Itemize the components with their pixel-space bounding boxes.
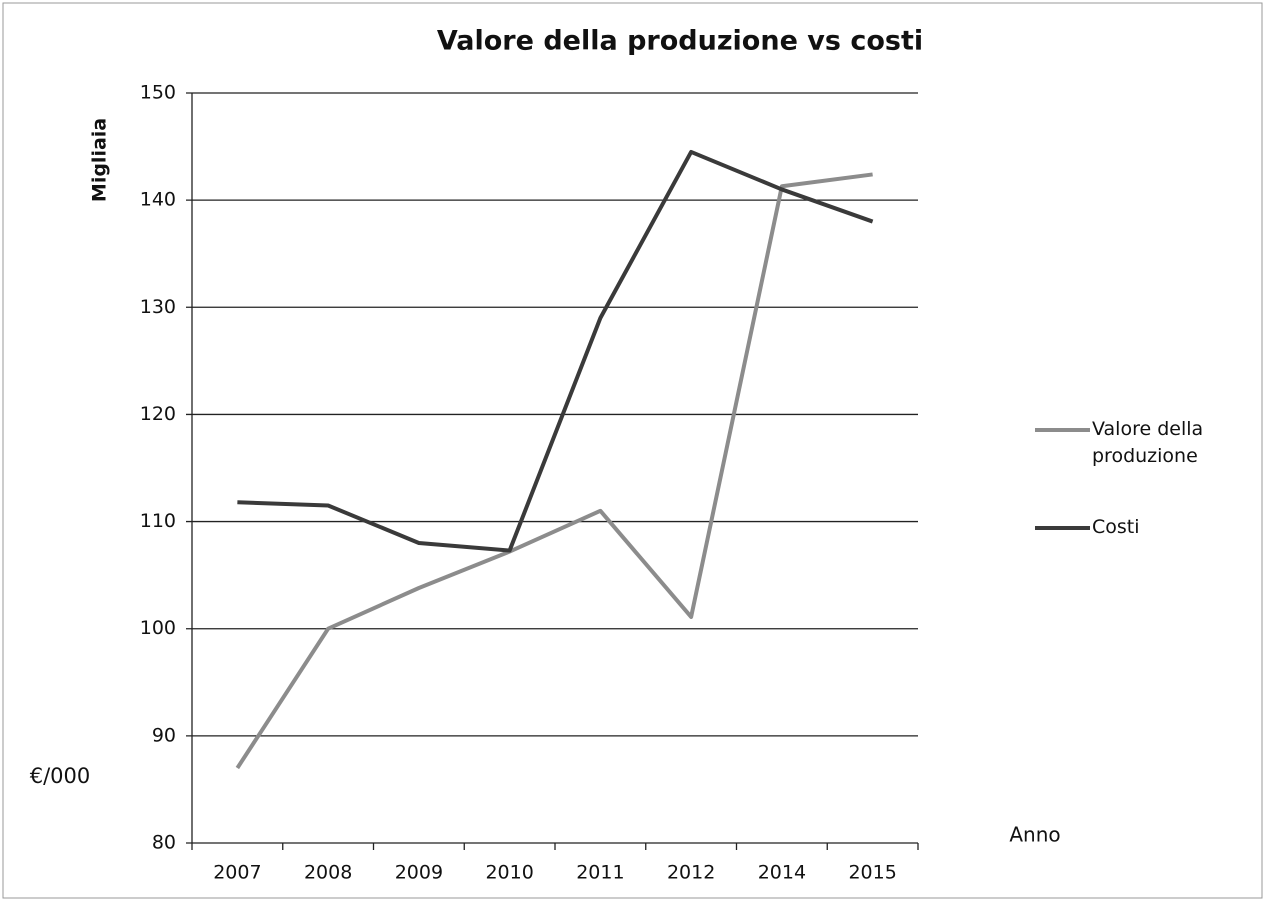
series-line [237, 149, 874, 553]
x-tick-label: 2015 [848, 862, 896, 884]
x-tick-label: 2007 [213, 862, 261, 884]
y-tick-label: 110 [140, 510, 176, 532]
x-axis-label: Anno [1009, 823, 1060, 847]
x-tick-label: 2010 [485, 862, 533, 884]
y-tick-label: 140 [140, 189, 176, 211]
x-tick-label: 2008 [304, 862, 352, 884]
legend-label: Valore della produzione [1092, 418, 1204, 467]
y-tick-label: 100 [140, 617, 176, 639]
y-tick-label: 120 [140, 403, 176, 425]
y-tick-label: 80 [152, 832, 176, 854]
annotation: €/000 [30, 764, 91, 788]
x-tick-label: 2011 [576, 862, 624, 884]
x-tick-label: 2012 [667, 862, 715, 884]
y-tick-label: 130 [140, 296, 176, 318]
x-tick-label: 2009 [395, 862, 443, 884]
x-tick-label: 2014 [758, 862, 806, 884]
chart-title: Valore della produzione vs costi [437, 26, 923, 57]
y-tick-label: 150 [140, 82, 176, 104]
y-axis-label: Migliaia [89, 118, 111, 202]
series-line [235, 172, 873, 770]
y-tick-label: 90 [152, 724, 176, 746]
legend-label: Costi [1092, 516, 1140, 538]
